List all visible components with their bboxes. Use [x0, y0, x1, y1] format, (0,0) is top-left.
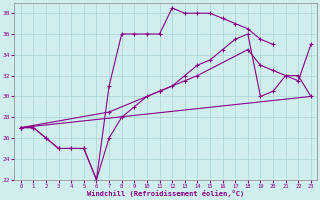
X-axis label: Windchill (Refroidissement éolien,°C): Windchill (Refroidissement éolien,°C): [87, 190, 244, 197]
